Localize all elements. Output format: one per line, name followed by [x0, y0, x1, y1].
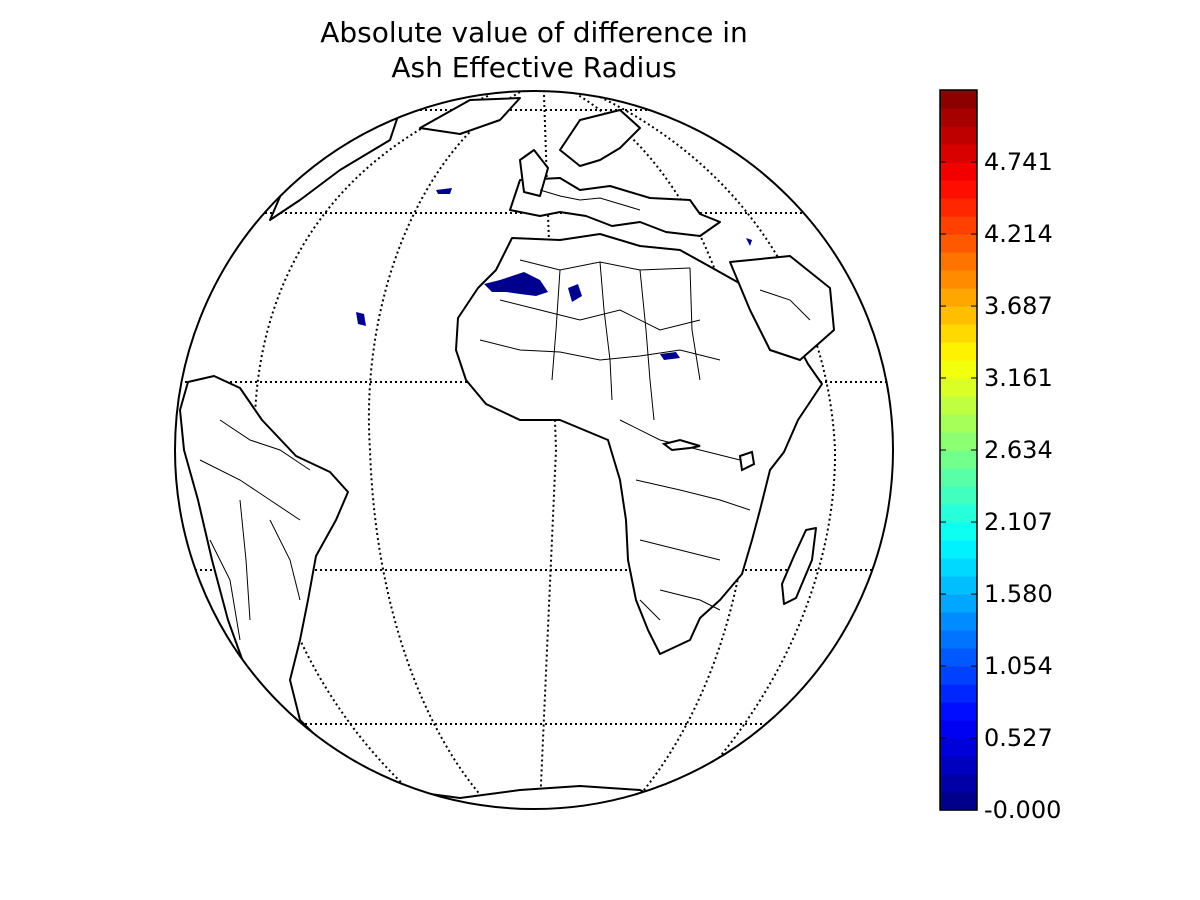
colorbar-level	[940, 684, 977, 703]
colorbar-tick-label: -0.000	[984, 796, 1062, 824]
greenland-outline	[419, 97, 521, 135]
colorbar-level	[940, 540, 977, 559]
colorbar-level	[940, 126, 977, 145]
europe-outline	[509, 177, 721, 237]
data-pixels	[356, 188, 752, 360]
colorbar-tick-label: 3.161	[984, 363, 1053, 392]
globe-edge	[174, 90, 894, 810]
map-title-line-1: Absolute value of difference in	[320, 16, 748, 49]
colorbar-level	[940, 396, 977, 415]
arabia-outline	[729, 255, 835, 361]
colorbar-level	[940, 756, 977, 775]
meridian-30e	[574, 92, 752, 796]
colorbar-level	[940, 630, 977, 649]
colorbar-level	[940, 108, 977, 127]
colorbar-level	[940, 144, 977, 163]
colorbar-level	[940, 306, 977, 325]
colorbar-level	[940, 234, 977, 253]
colorbar-level	[940, 414, 977, 433]
country-borders	[199, 189, 811, 641]
colorbar-level	[940, 612, 977, 631]
colorbar-level	[940, 486, 977, 505]
colorbar-tick-label: 4.741	[984, 148, 1053, 177]
meridian-60w	[253, 95, 489, 801]
data-patch-sahara-east	[568, 284, 582, 302]
colorbar-level	[940, 90, 977, 109]
colorbar-tick-label: 2.107	[984, 508, 1053, 537]
madagascar-outline	[781, 527, 817, 605]
colorbar-level	[940, 720, 977, 739]
colorbar-level	[940, 702, 977, 721]
colorbar-level	[940, 468, 977, 487]
colorbar-level	[940, 342, 977, 361]
colorbar-level	[940, 738, 977, 757]
colorbar-level	[940, 270, 977, 289]
british-isles-outline	[519, 149, 549, 197]
lakes	[661, 438, 756, 472]
colorbar-level	[940, 180, 977, 199]
colorbar-level	[940, 504, 977, 523]
colorbar-level	[940, 666, 977, 685]
meridian-30w	[368, 91, 521, 807]
colorbar-level	[940, 198, 977, 217]
data-patch-atlantic	[356, 312, 366, 326]
colorbar	[939, 89, 978, 811]
scandinavia-outline	[559, 109, 641, 167]
colorbar-level	[940, 648, 977, 667]
colorbar-level	[940, 216, 977, 235]
south-america-outline	[179, 375, 349, 751]
colorbar-tick-label: 2.634	[984, 436, 1053, 464]
colorbar-level	[940, 360, 977, 379]
colorbar-level	[940, 450, 977, 469]
colorbar-level	[940, 792, 977, 811]
colorbar-level	[940, 522, 977, 541]
data-patch-mideast	[746, 238, 752, 246]
colorbar-tick-label: 0.527	[984, 723, 1053, 752]
data-patch-sahel	[660, 352, 680, 360]
colorbar-tick-label: 1.580	[984, 580, 1053, 609]
colorbar-level	[940, 774, 977, 793]
data-patch-sahara	[484, 272, 548, 296]
colorbar-tick-label: 4.214	[984, 220, 1053, 249]
colorbar-level	[940, 324, 977, 343]
colorbar-level	[940, 288, 977, 307]
colorbar-level	[940, 594, 977, 613]
colorbar-level	[940, 252, 977, 271]
colorbar-tick-label: 3.687	[984, 292, 1053, 321]
data-patch-north-atlantic	[436, 188, 452, 194]
map-title-line-2: Ash Effective Radius	[391, 51, 677, 84]
colorbar-level	[940, 576, 977, 595]
colorbar-level	[940, 378, 977, 397]
meridian-0	[539, 94, 558, 807]
colorbar-level	[940, 558, 977, 577]
coastlines	[179, 97, 835, 809]
meridian-60e	[599, 96, 837, 781]
colorbar-level	[940, 162, 977, 181]
colorbar-tick-label: 1.054	[984, 651, 1053, 680]
colorbar-level	[940, 432, 977, 451]
